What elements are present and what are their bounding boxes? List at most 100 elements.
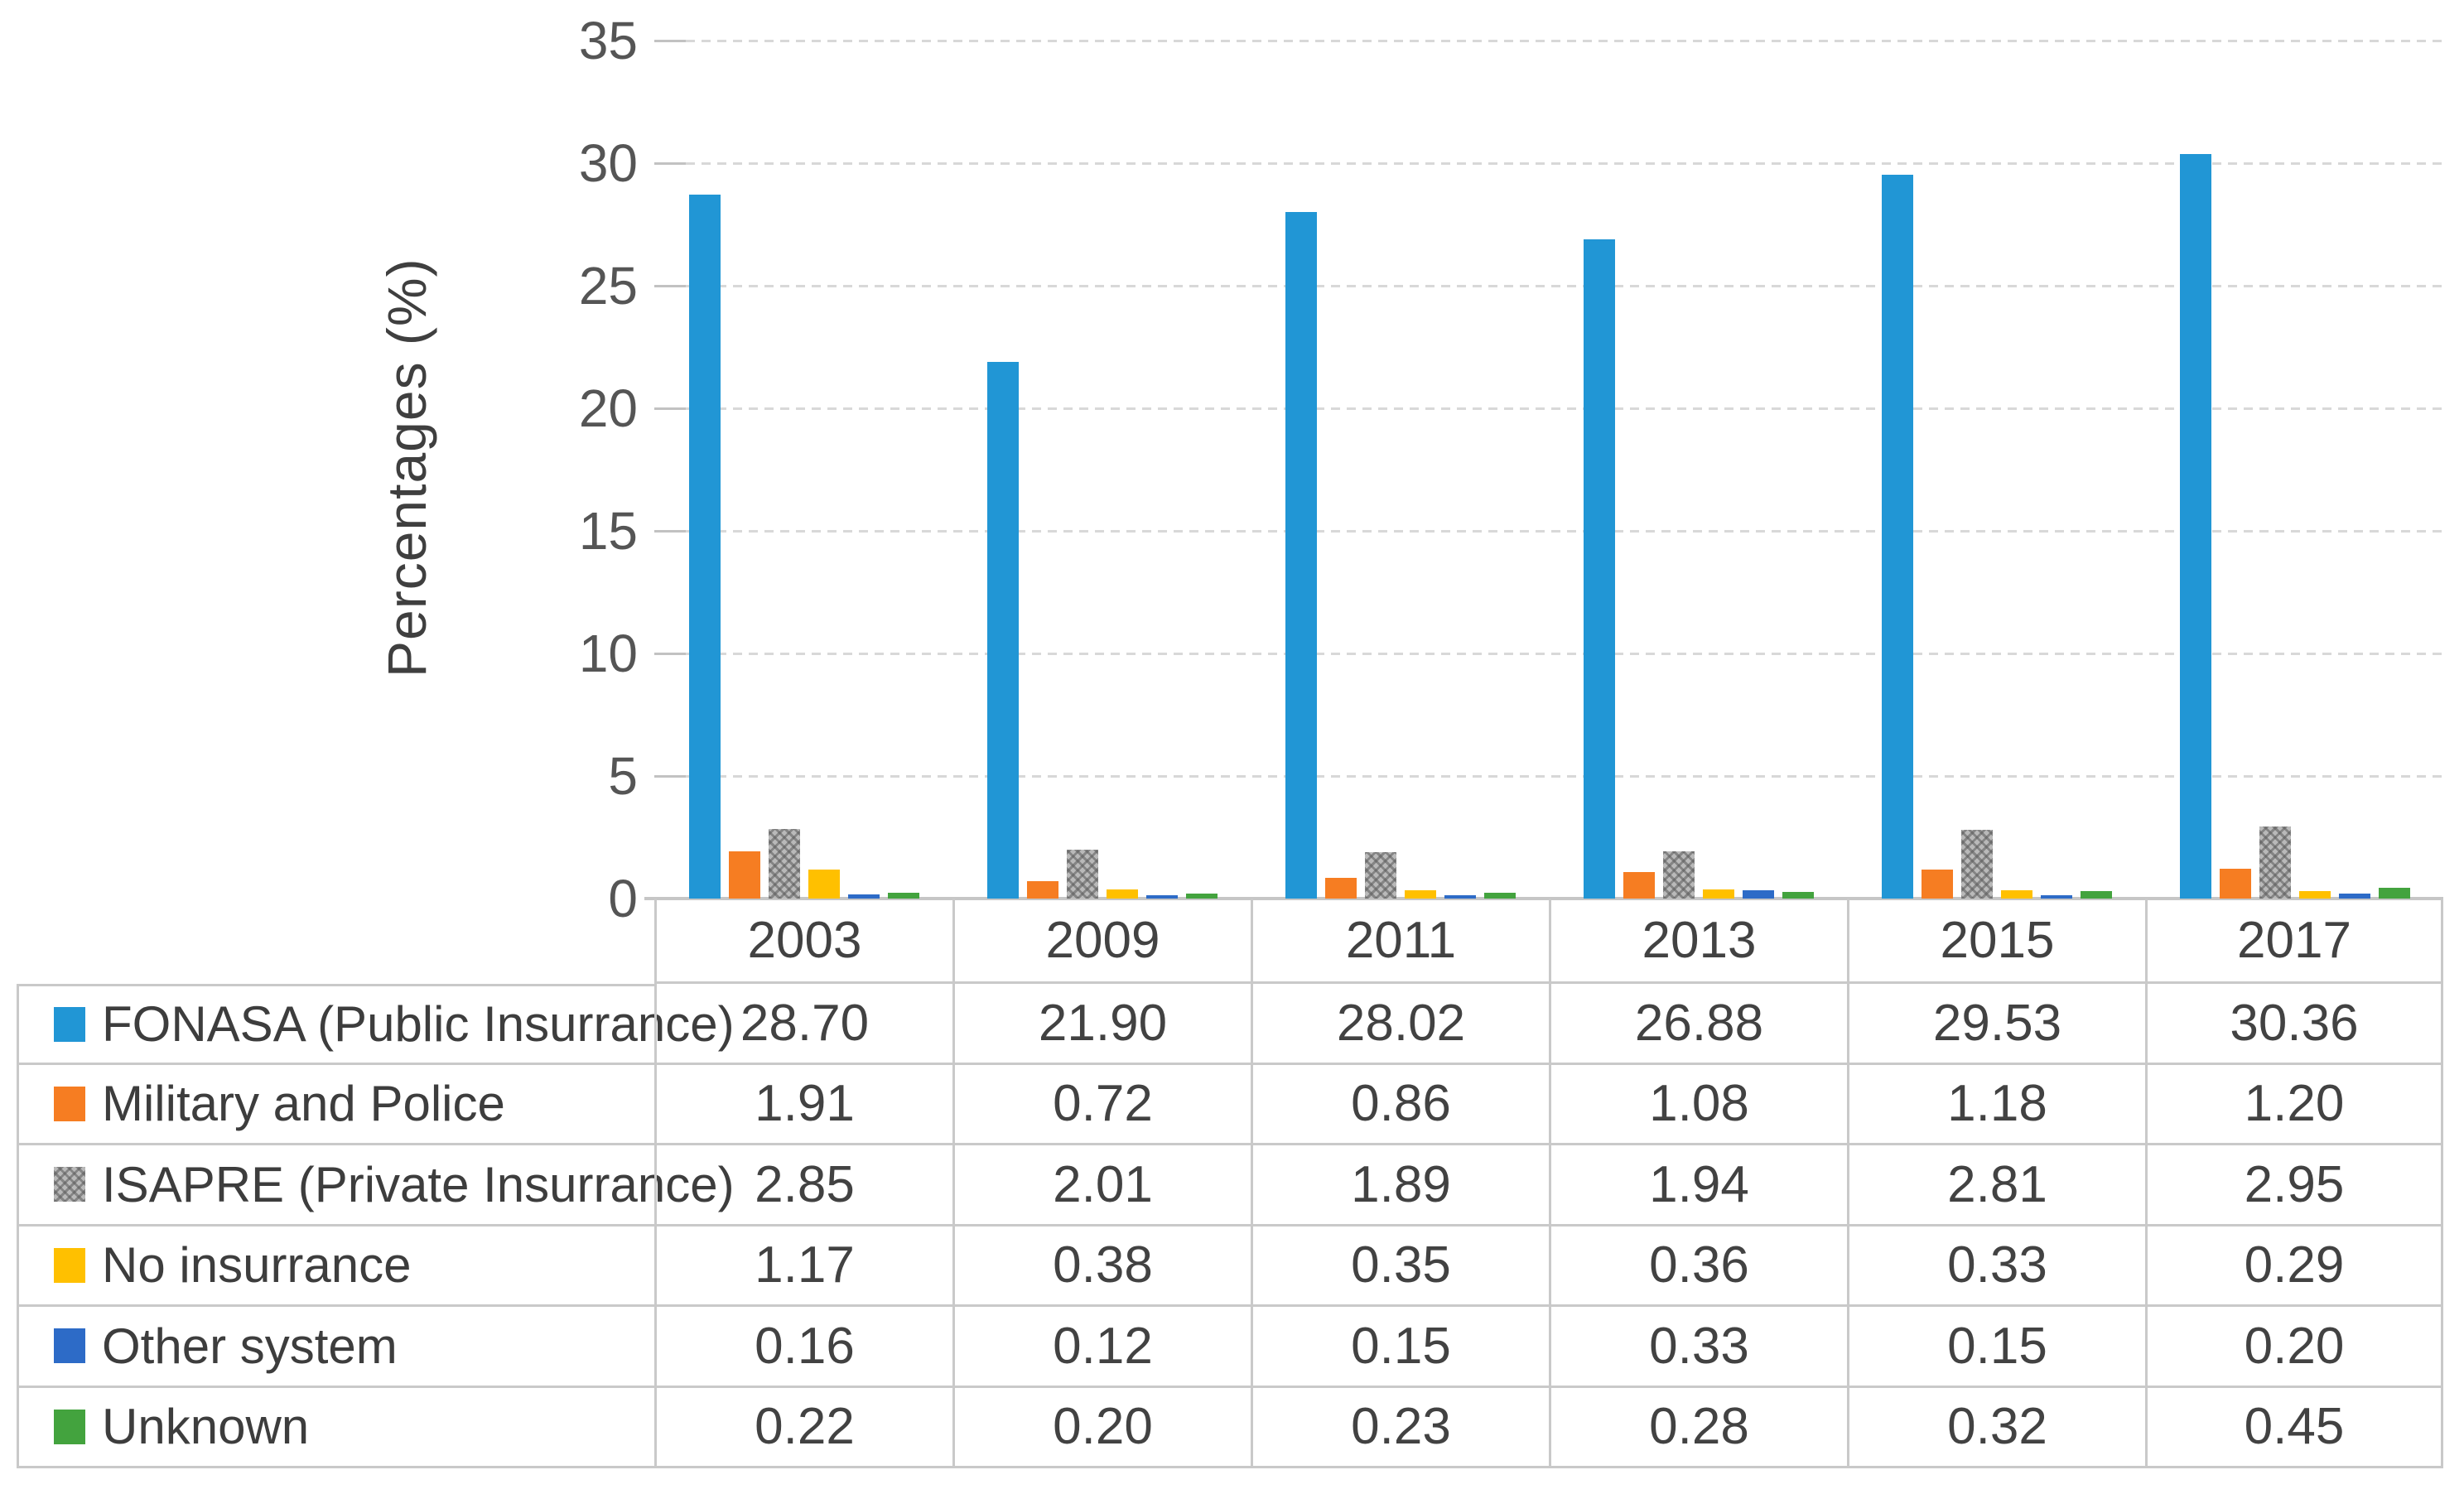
- table-value-cell: 1.20: [2145, 1064, 2443, 1145]
- bar-fonasa-2003: [689, 195, 721, 899]
- table-value-cell: 0.22: [654, 1387, 952, 1468]
- bar-unknown-2015: [2081, 890, 2112, 899]
- table-value-cell: 0.33: [1549, 1307, 1847, 1388]
- table-value-cell: 2.01: [952, 1145, 1251, 1227]
- legend-label: Military and Police: [102, 1076, 505, 1132]
- table-value-cell: 0.36: [1549, 1226, 1847, 1307]
- table-value-cell: 0.15: [1847, 1307, 2145, 1388]
- table-value-cell: 1.89: [1251, 1145, 1549, 1227]
- bar-military-2009: [1027, 880, 1058, 899]
- y-tick-label: 15: [578, 501, 638, 561]
- bar-other-2013: [1743, 890, 1774, 899]
- gridline: [686, 775, 2443, 778]
- gridline: [686, 40, 2443, 42]
- bar-other-2003: [848, 894, 880, 899]
- bar-isapre-2017: [2259, 826, 2291, 899]
- axis-tick: [654, 775, 686, 778]
- gridline: [686, 407, 2443, 410]
- bar-military-2003: [729, 851, 760, 899]
- bar-unknown-2013: [1782, 891, 1814, 899]
- table-value-cell: 0.16: [654, 1307, 952, 1388]
- legend-swatch: [54, 1167, 85, 1202]
- table-value-cell: 2.81: [1847, 1145, 2145, 1227]
- year-header: 2013: [1549, 899, 1847, 984]
- bar-military-2011: [1325, 877, 1357, 899]
- table-value-cell: 1.18: [1847, 1064, 2145, 1145]
- legend-label-cell: ISAPRE (Private Insurrance): [17, 1145, 735, 1227]
- y-tick-label: 10: [578, 624, 638, 683]
- axis-tick: [654, 530, 686, 533]
- bar-no-2003: [808, 870, 840, 899]
- legend-label-cell: FONASA (Public Insurrance): [17, 984, 735, 1065]
- bar-fonasa-2013: [1584, 239, 1615, 899]
- table-value-cell: 0.86: [1251, 1064, 1549, 1145]
- bar-no-2011: [1405, 889, 1436, 899]
- legend-label-cell: Other system: [17, 1307, 654, 1388]
- axis-tick: [654, 653, 686, 655]
- bar-no-2017: [2299, 891, 2331, 899]
- table-value-cell: 0.29: [2145, 1226, 2443, 1307]
- table-value-cell: 0.35: [1251, 1226, 1549, 1307]
- legend-label: FONASA (Public Insurrance): [102, 996, 735, 1053]
- legend-swatch: [54, 1086, 85, 1121]
- bar-no-2013: [1703, 889, 1734, 899]
- bar-fonasa-2009: [987, 361, 1019, 899]
- table-value-cell: 1.94: [1549, 1145, 1847, 1227]
- table-value-cell: 29.53: [1847, 984, 2145, 1065]
- y-axis-title: Percentages (%): [376, 258, 437, 678]
- table-value-cell: 0.38: [952, 1226, 1251, 1307]
- legend-label-cell: Unknown: [17, 1387, 654, 1468]
- table-value-cell: 0.28: [1549, 1387, 1847, 1468]
- table-value-cell: 2.85: [654, 1145, 952, 1227]
- bar-military-2015: [1922, 870, 1953, 899]
- table-value-cell: 0.32: [1847, 1387, 2145, 1468]
- table-value-cell: 0.20: [2145, 1307, 2443, 1388]
- table-value-cell: 0.45: [2145, 1387, 2443, 1468]
- table-value-cell: 26.88: [1549, 984, 1847, 1065]
- legend-label: No insurrance: [102, 1237, 412, 1294]
- axis-tick: [654, 407, 686, 410]
- bar-isapre-2011: [1365, 852, 1396, 899]
- gridline: [686, 162, 2443, 165]
- legend-label: Unknown: [102, 1399, 310, 1455]
- table-value-cell: 0.33: [1847, 1226, 2145, 1307]
- table-value-cell: 0.23: [1251, 1387, 1549, 1468]
- legend-swatch: [54, 1247, 85, 1283]
- year-header: 2011: [1251, 899, 1549, 984]
- bar-other-2015: [2041, 894, 2072, 899]
- legend-label: Other system: [102, 1318, 398, 1374]
- axis-tick: [654, 40, 686, 42]
- y-tick-label: 0: [608, 869, 638, 928]
- legend-swatch: [54, 1006, 85, 1042]
- table-value-cell: 1.91: [654, 1064, 952, 1145]
- table-value-cell: 21.90: [952, 984, 1251, 1065]
- table-value-cell: 1.17: [654, 1226, 952, 1307]
- gridline: [686, 653, 2443, 655]
- bar-other-2009: [1146, 895, 1178, 899]
- bar-fonasa-2011: [1285, 211, 1317, 899]
- bar-unknown-2003: [888, 893, 919, 899]
- bar-isapre-2013: [1663, 851, 1695, 899]
- legend-swatch: [54, 1328, 85, 1364]
- gridline: [686, 530, 2443, 533]
- gridline: [686, 285, 2443, 287]
- axis-tick: [654, 162, 686, 165]
- table-value-cell: 2.95: [2145, 1145, 2443, 1227]
- table-value-cell: 28.02: [1251, 984, 1549, 1065]
- bar-military-2013: [1623, 872, 1655, 899]
- table-value-cell: 0.72: [952, 1064, 1251, 1145]
- table-value-cell: 30.36: [2145, 984, 2443, 1065]
- legend-swatch: [54, 1409, 85, 1444]
- bar-isapre-2009: [1067, 849, 1098, 899]
- bar-other-2011: [1444, 894, 1476, 899]
- bar-isapre-2015: [1961, 829, 1993, 899]
- year-header: 2003: [654, 899, 952, 984]
- legend-label: ISAPRE (Private Insurrance): [102, 1156, 735, 1212]
- y-tick-label: 30: [578, 133, 638, 193]
- year-header: 2009: [952, 899, 1251, 984]
- axis-tick: [654, 285, 686, 287]
- bar-fonasa-2015: [1882, 174, 1913, 899]
- bar-fonasa-2017: [2180, 154, 2211, 899]
- y-tick-label: 20: [578, 378, 638, 438]
